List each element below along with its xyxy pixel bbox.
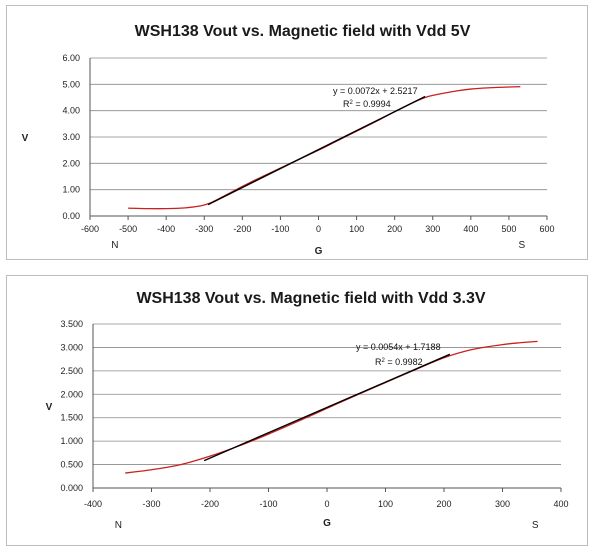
x-tick-label: -400 — [157, 224, 175, 234]
y-tick-label: 1.00 — [62, 185, 80, 195]
trendline-r-squared: R2 = 0.9982 — [375, 357, 423, 367]
y-tick-label: 3.00 — [62, 132, 80, 142]
chart-vdd-3v3: WSH138 Vout vs. Magnetic field with Vdd … — [46, 290, 569, 531]
x-tick-label: 300 — [425, 224, 440, 234]
y-tick-label: 0.000 — [60, 483, 83, 493]
r-squared-superscript: 2 — [350, 100, 354, 106]
x-tick-label: 0 — [316, 224, 321, 234]
x-tick-label: -500 — [119, 224, 137, 234]
x-tick-label: 500 — [501, 224, 516, 234]
x-tick-label: 400 — [553, 499, 568, 509]
y-tick-label: 2.000 — [60, 389, 83, 399]
y-axis-label: V — [46, 402, 53, 413]
r-squared-prefix: R — [375, 357, 382, 367]
y-tick-label: 6.00 — [62, 53, 80, 63]
chart-panel-vdd-3v3: WSH138 Vout vs. Magnetic field with Vdd … — [6, 275, 588, 546]
r-squared-value: = 0.9982 — [385, 357, 423, 367]
y-tick-label: 2.500 — [60, 366, 83, 376]
pole-label-north: N — [111, 240, 118, 251]
x-tick-label: -400 — [84, 499, 102, 509]
x-tick-label: 100 — [378, 499, 393, 509]
x-tick-label: 600 — [539, 224, 554, 234]
chart-title: WSH138 Vout vs. Magnetic field with Vdd … — [135, 23, 471, 40]
y-tick-label: 1.500 — [60, 413, 83, 423]
y-axis-label: V — [22, 133, 29, 144]
y-tick-label: 2.00 — [62, 158, 80, 168]
pole-label-north: N — [115, 520, 122, 531]
y-tick-label: 3.000 — [60, 342, 83, 352]
x-tick-label: -200 — [201, 499, 219, 509]
trendline-equation: y = 0.0054x + 1.7188 — [356, 342, 441, 352]
x-tick-label: -100 — [271, 224, 289, 234]
y-tick-label: 5.00 — [62, 79, 80, 89]
trendline-linear — [203, 353, 451, 462]
x-axis-label: G — [315, 246, 323, 257]
series-line-measured — [128, 86, 521, 210]
x-axis-label: G — [323, 518, 331, 529]
x-tick-label: 300 — [495, 499, 510, 509]
y-tick-label: 1.000 — [60, 436, 83, 446]
x-tick-label: -200 — [233, 224, 251, 234]
y-tick-label: 0.500 — [60, 460, 83, 470]
series-line-measured — [125, 340, 538, 474]
x-tick-label: -300 — [142, 499, 160, 509]
trendline-equation: y = 0.0072x + 2.5217 — [333, 86, 418, 96]
x-tick-label: 100 — [349, 224, 364, 234]
x-tick-label: 400 — [463, 224, 478, 234]
y-tick-label: 4.00 — [62, 106, 80, 116]
x-tick-label: 200 — [436, 499, 451, 509]
chart-panel-vdd-5v: WSH138 Vout vs. Magnetic field with Vdd … — [6, 5, 588, 260]
trendline-r-squared: R2 = 0.9994 — [343, 99, 391, 109]
trendline-linear — [207, 95, 426, 206]
r-squared-superscript: 2 — [382, 358, 386, 364]
x-tick-label: -600 — [81, 224, 99, 234]
x-tick-label: -300 — [195, 224, 213, 234]
r-squared-prefix: R — [343, 99, 350, 109]
y-tick-label: 0.00 — [62, 211, 80, 221]
r-squared-value: = 0.9994 — [353, 99, 391, 109]
pole-label-south: S — [532, 520, 539, 531]
chart-vdd-5v: WSH138 Vout vs. Magnetic field with Vdd … — [22, 23, 555, 257]
x-tick-label: -100 — [259, 499, 277, 509]
y-tick-label: 3.500 — [60, 319, 83, 329]
x-tick-label: 0 — [324, 499, 329, 509]
x-tick-label: 200 — [387, 224, 402, 234]
chart-title: WSH138 Vout vs. Magnetic field with Vdd … — [136, 290, 485, 307]
pole-label-south: S — [519, 240, 526, 251]
